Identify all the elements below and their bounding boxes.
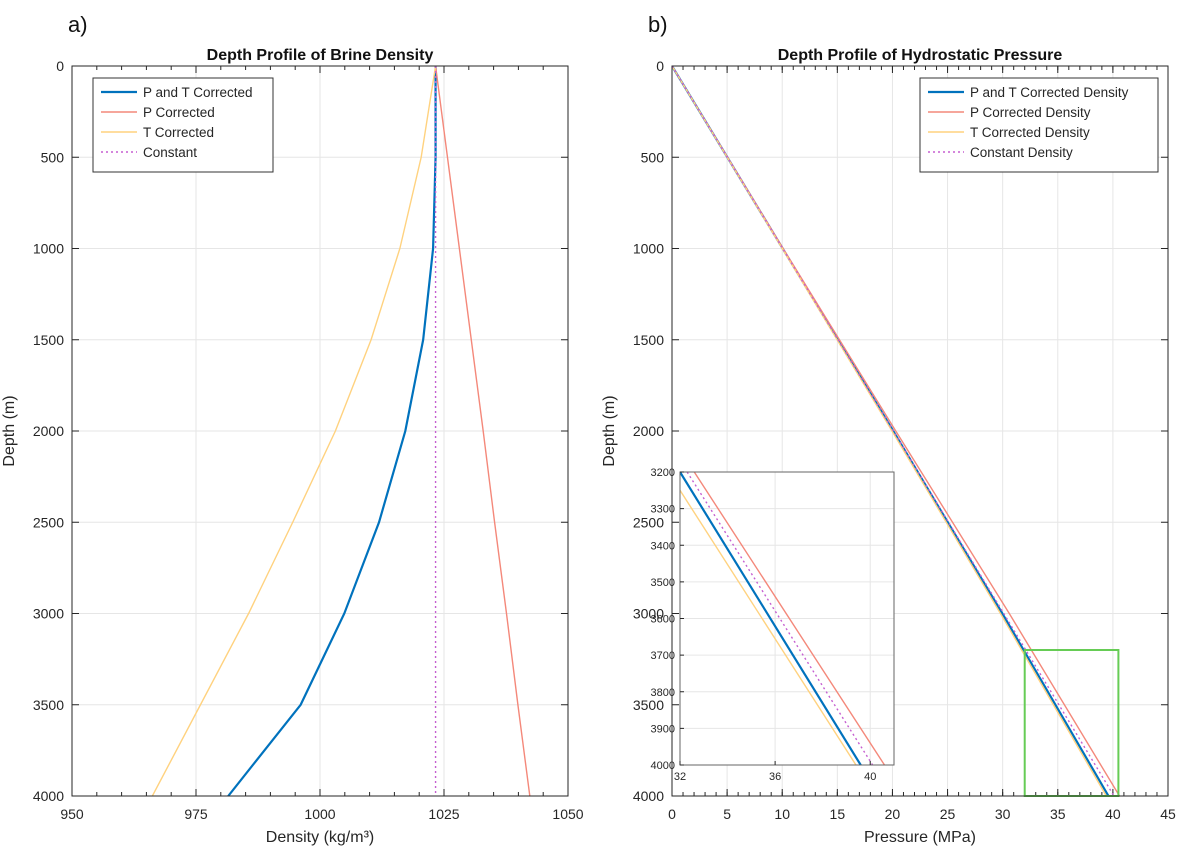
y-tick-label: 2000 (33, 423, 64, 439)
y-tick-label: 1500 (33, 332, 64, 348)
legend-box (919, 77, 1159, 173)
legend-label: P Corrected Density (970, 105, 1091, 120)
panel-a: a) 950 975 1000 1025 1050 0 500 1000 1500 2000 250… (1, 12, 584, 846)
series-line-t (672, 66, 1107, 796)
inset-x-tick-label: 40 (864, 771, 876, 783)
series-line-pt (227, 66, 437, 796)
legend-label: Constant Density (970, 145, 1073, 160)
x-tick-label: 10 (774, 806, 790, 822)
x-tick-label: 15 (830, 806, 846, 822)
inset-y-tick-label: 4000 (651, 760, 675, 772)
y-axis-label: Depth (m) (1, 395, 18, 466)
y-tick-label: 1000 (633, 241, 664, 257)
pressure-chart: 0 5 10 15 20 25 30 35 40 45 0 500 1000 1500 2000 2500 30… (601, 47, 1176, 846)
y-tick-label: 3500 (33, 697, 64, 713)
y-tick-label: 3000 (633, 606, 664, 622)
inset-y-tick-label: 3600 (651, 614, 675, 626)
inset-series-line-pt (680, 472, 862, 765)
x-axis-label: Density (kg/m³) (266, 829, 374, 846)
x-tick-label: 950 (60, 806, 84, 822)
series-line-c (672, 66, 1115, 796)
y-tick-label: 1500 (633, 332, 664, 348)
x-tick-label: 5 (723, 806, 731, 822)
y-tick-label: 4000 (33, 788, 64, 804)
inset-y-tick-label: 3800 (651, 687, 675, 699)
y-tick-label: 500 (641, 149, 665, 165)
y-tick-label: 500 (41, 149, 65, 165)
legend-label: Constant (143, 145, 197, 160)
x-axis-label: Pressure (MPa) (864, 829, 976, 846)
x-tick-label: 25 (940, 806, 956, 822)
series-line-t (151, 66, 437, 796)
x-tick-label: 40 (1105, 806, 1121, 822)
inset-y-tick-label: 3500 (651, 577, 675, 589)
x-tick-label: 30 (995, 806, 1011, 822)
legend-label: T Corrected (143, 125, 214, 140)
x-tick-label: 35 (1050, 806, 1066, 822)
legend-label: P and T Corrected (143, 85, 253, 100)
x-tick-label: 975 (184, 806, 208, 822)
y-tick-label: 2000 (633, 423, 664, 439)
inset-series-line-t (680, 489, 857, 765)
y-tick-label: 3000 (33, 606, 64, 622)
legend-label: P and T Corrected Density (970, 85, 1129, 100)
y-tick-label: 2500 (633, 514, 664, 530)
y-tick-label: 4000 (633, 788, 664, 804)
axes-box (71, 65, 569, 797)
inset-x-tick-label: 36 (769, 771, 781, 783)
y-tick-label: 3500 (633, 697, 664, 713)
y-tick-label: 2500 (33, 514, 64, 530)
inset-y-tick-label: 3300 (651, 504, 675, 516)
x-tick-label: 45 (1160, 806, 1176, 822)
x-tick-label: 1025 (428, 806, 459, 822)
legend-label: T Corrected Density (970, 125, 1090, 140)
zoom-region-box (1023, 649, 1120, 797)
y-tick-label: 0 (56, 58, 64, 74)
inset-y-tick-label: 3700 (651, 650, 675, 662)
axes-box (671, 65, 1169, 797)
y-tick-label: 0 (656, 58, 664, 74)
panel-label-a: a) (68, 12, 88, 37)
inset-x-tick-label: 32 (674, 771, 686, 783)
inset-y-tick-label: 3400 (651, 540, 675, 552)
density-chart: 950 975 1000 1025 1050 0 500 1000 1500 2000 2500 30… (1, 47, 584, 846)
panel-b: b) 0 5 10 15 20 25 30 35 40 45 0 500 1000 1500 2000 250… (600, 0, 1200, 860)
x-tick-label: 1050 (552, 806, 583, 822)
inset-series-line-p (693, 472, 886, 765)
legend-label: P Corrected (143, 105, 215, 120)
chart-title: Depth Profile of Hydrostatic Pressure (778, 47, 1063, 64)
chart-title: Depth Profile of Brine Density (207, 47, 434, 64)
inset-y-tick-label: 3900 (651, 723, 675, 735)
legend-box (92, 77, 274, 173)
x-tick-label: 0 (668, 806, 676, 822)
y-tick-label: 1000 (33, 241, 64, 257)
x-tick-label: 20 (885, 806, 901, 822)
panel-label-b: b) (648, 12, 668, 37)
x-tick-label: 1000 (304, 806, 335, 822)
y-axis-label: Depth (m) (601, 395, 618, 466)
inset-y-tick-label: 3200 (651, 467, 675, 479)
series-line-p (434, 66, 531, 796)
